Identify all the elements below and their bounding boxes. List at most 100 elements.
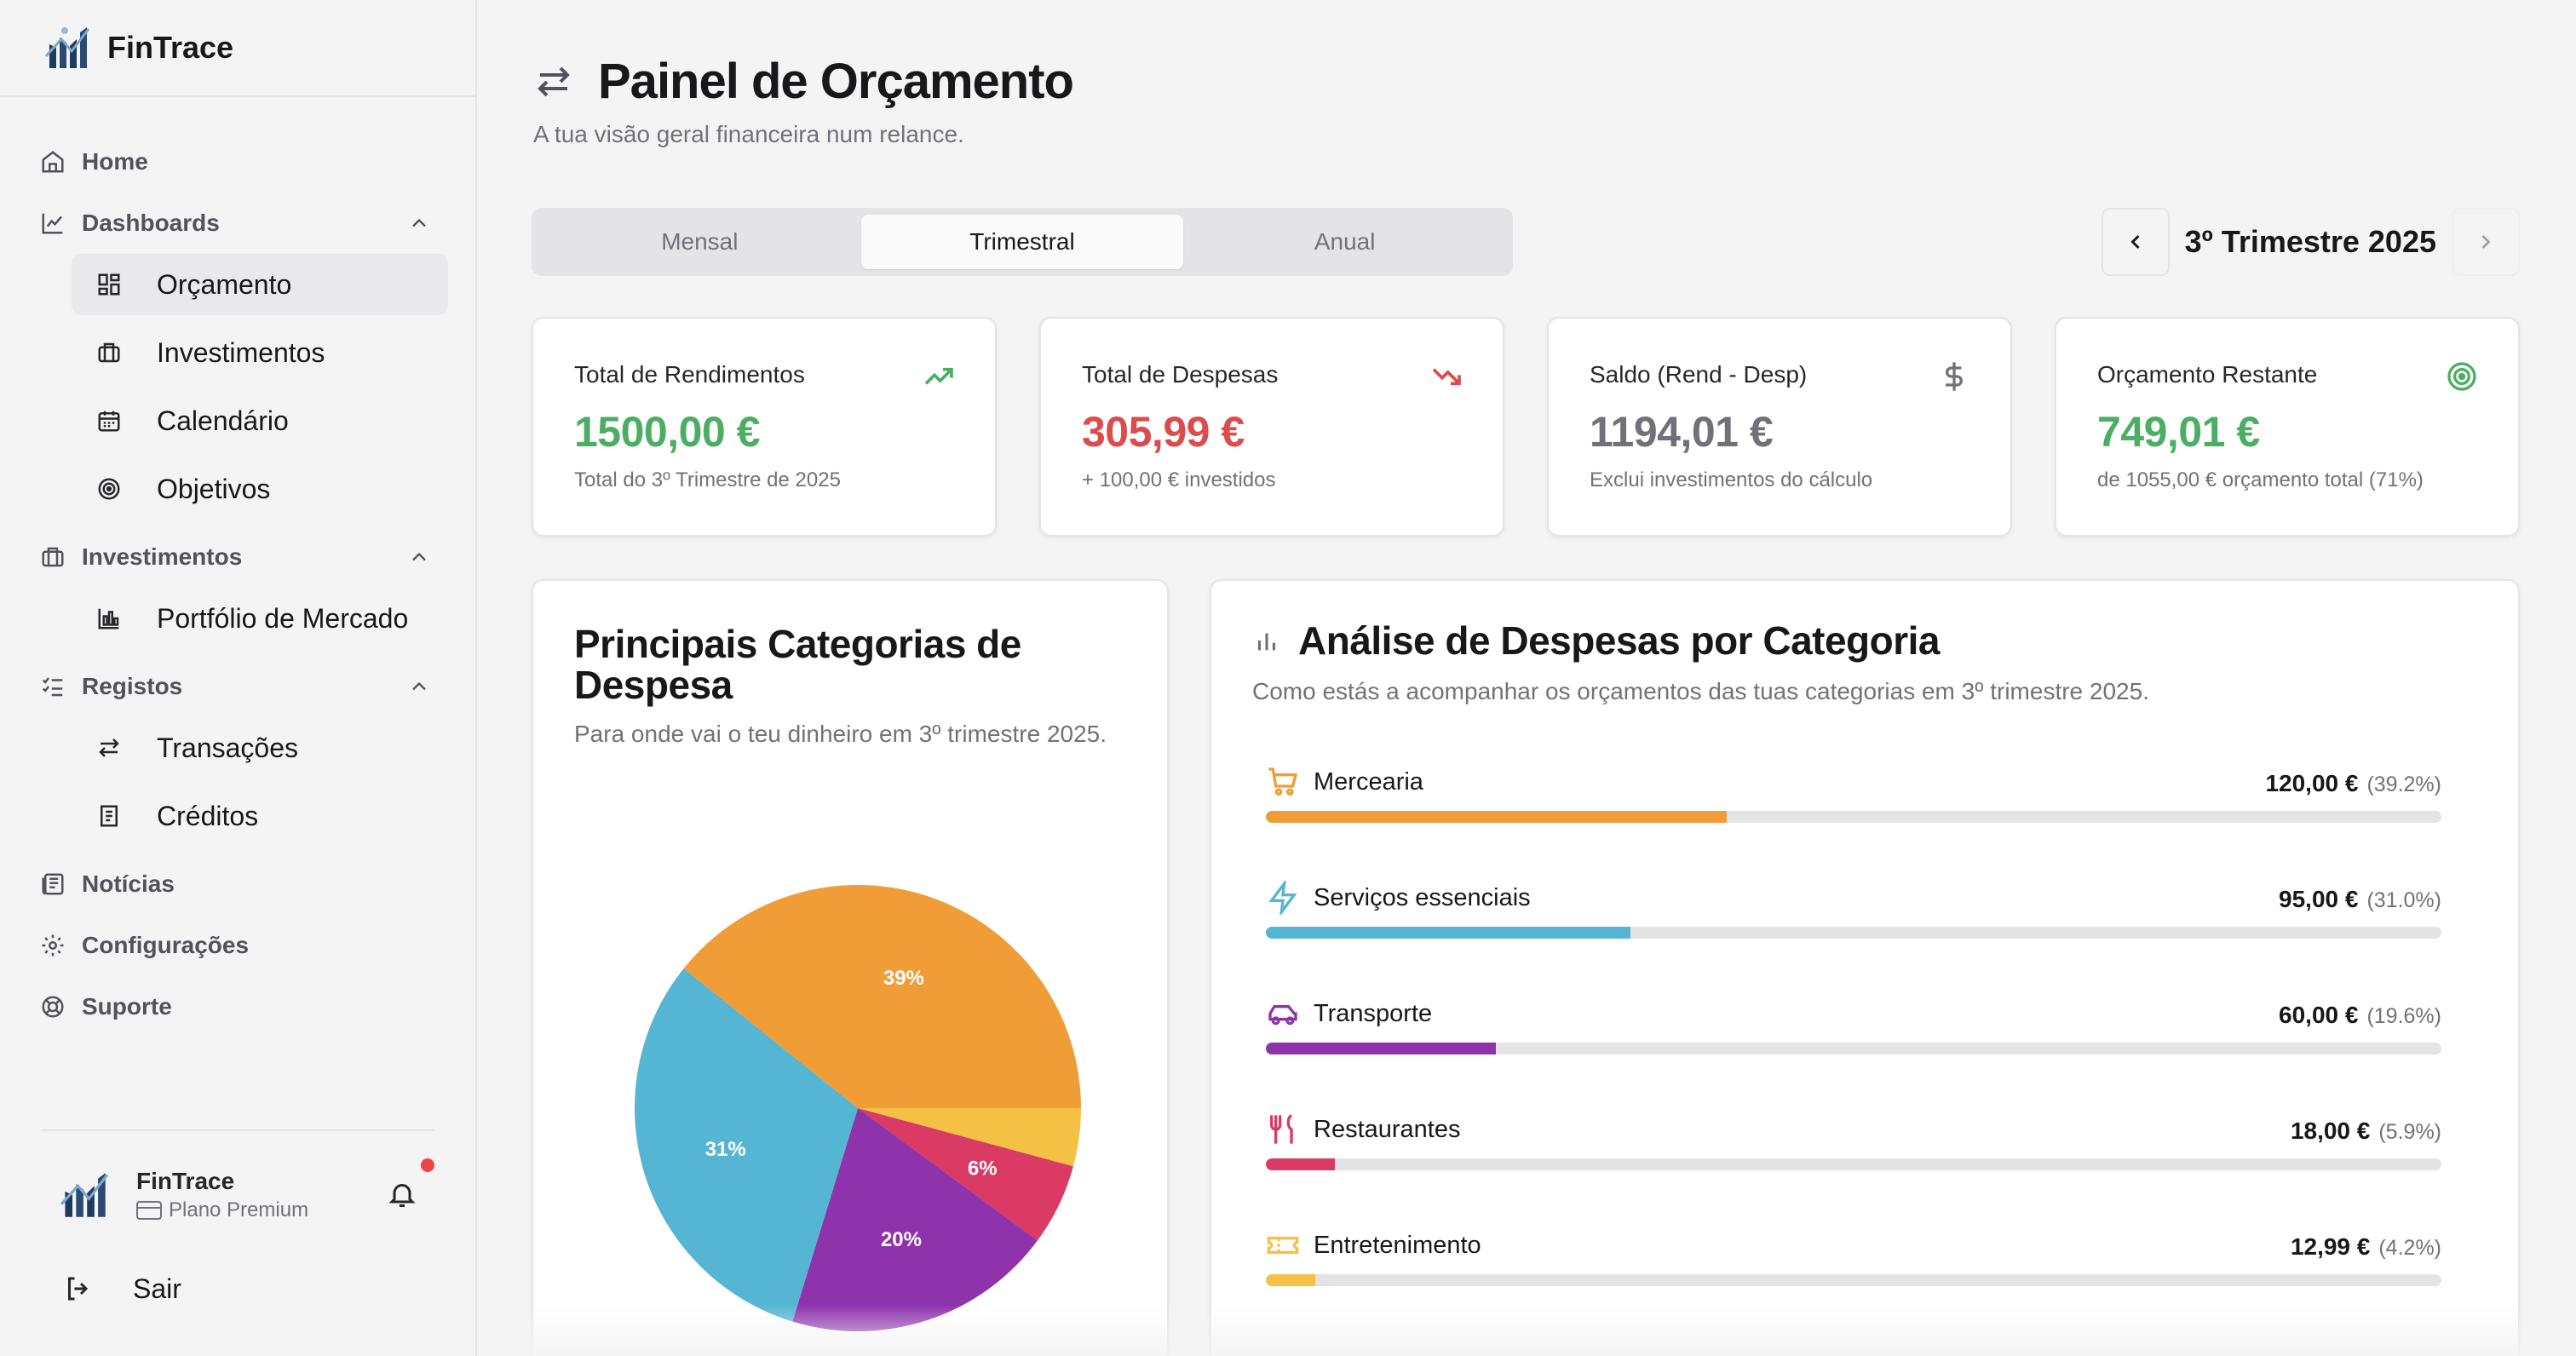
logout-button[interactable]: Sair xyxy=(41,1259,434,1319)
sidebar-item-calendario[interactable]: Calendário xyxy=(72,390,448,451)
tab-mensal[interactable]: Mensal xyxy=(661,228,739,255)
sidebar-item-label: Objetivos xyxy=(157,473,271,504)
logout-label: Sair xyxy=(133,1273,181,1304)
chevron-right-icon xyxy=(2481,234,2491,250)
category-name: Serviços essenciais xyxy=(1314,884,1531,911)
category-name: Restaurantes xyxy=(1314,1116,1461,1143)
pie-slice-mercearia[interactable] xyxy=(683,885,1081,1108)
gear-icon xyxy=(39,932,66,959)
kpi-footnote: + 100,00 € investidos xyxy=(1082,468,1276,491)
category-progress-track xyxy=(1266,811,2441,823)
category-row-restaurantes: Restaurantes 18,00 € (5.9%) xyxy=(1266,1112,2441,1172)
bar-chart-icon xyxy=(1257,633,1276,651)
bottom-fade xyxy=(477,1305,2576,1356)
category-progress-fill xyxy=(1266,1274,1315,1286)
sidebar-group-investimentos[interactable]: Investimentos xyxy=(0,526,475,588)
pie-slice-entretenimento[interactable] xyxy=(858,1108,1081,1167)
credit-card-icon xyxy=(136,1201,162,1220)
sidebar-group-registos[interactable]: Registos xyxy=(0,656,475,717)
sidebar-item-label: Orçamento xyxy=(157,268,292,300)
kpi-label: Orçamento Restante xyxy=(2097,361,2318,388)
life-buoy-icon xyxy=(39,993,66,1020)
calendar-icon xyxy=(95,407,123,434)
category-name: Entretenimento xyxy=(1314,1232,1481,1259)
brand[interactable]: FinTrace xyxy=(0,0,475,97)
bar-chart-icon xyxy=(95,605,123,632)
chevron-up-icon[interactable] xyxy=(407,675,431,698)
sidebar-item-suporte[interactable]: Suporte xyxy=(0,976,475,1037)
sidebar-item-portfolio[interactable]: Portfólio de Mercado xyxy=(72,588,448,649)
category-progress-fill xyxy=(1266,811,1727,823)
category-amount: 120,00 € (39.2%) xyxy=(2265,770,2441,796)
category-progress-track xyxy=(1266,1158,2441,1170)
category-row-entretenimento: Entretenimento 12,99 € (4.2%) xyxy=(1266,1228,2441,1288)
kpi-footnote: Total do 3º Trimestre de 2025 xyxy=(574,468,841,491)
kpi-label: Saldo (Rend - Desp) xyxy=(1590,361,1808,388)
sidebar-item-objetivos[interactable]: Objetivos xyxy=(72,458,448,520)
home-icon xyxy=(39,148,66,175)
sidebar-group-dashboards[interactable]: Dashboards xyxy=(0,192,475,254)
kpi-cards: Total de Rendimentos 1500,00 € Total do … xyxy=(532,317,2520,537)
sidebar-group-label: Investimentos xyxy=(82,543,243,570)
sidebar-item-home[interactable]: Home xyxy=(0,131,475,192)
sidebar-item-label: Créditos xyxy=(157,800,259,831)
chevron-up-icon[interactable] xyxy=(407,545,431,569)
panel-title: Principais Categorias de Despesa xyxy=(574,622,1021,707)
main-content: Painel de Orçamento A tua visão geral fi… xyxy=(477,0,2576,1356)
page-subtitle: A tua visão geral financeira num relance… xyxy=(533,121,964,147)
kpi-value: 749,01 € xyxy=(2097,408,2260,456)
bell-icon[interactable] xyxy=(387,1177,417,1211)
sidebar-item-label: Investimentos xyxy=(157,336,325,368)
pie-slice-restaurantes[interactable] xyxy=(858,1108,1073,1241)
kpi-label: Total de Despesas xyxy=(1082,361,1279,388)
category-progress-fill xyxy=(1266,927,1630,939)
user-profile[interactable]: FinTrace Plano Premium xyxy=(41,1131,434,1259)
sidebar-item-orcamento[interactable]: Orçamento xyxy=(72,254,448,315)
category-progress-fill xyxy=(1266,1158,1336,1170)
sidebar-item-label: Suporte xyxy=(82,993,172,1020)
tab-anual[interactable]: Anual xyxy=(1314,228,1376,255)
category-row-transporte: Transporte 60,00 € (19.6%) xyxy=(1266,997,2441,1056)
pie-slice-transporte[interactable] xyxy=(792,1108,1038,1331)
next-period-button[interactable] xyxy=(2452,208,2520,276)
page-header: Painel de Orçamento xyxy=(533,53,1074,110)
tab-trimestral[interactable]: Trimestral xyxy=(860,215,1184,269)
logout-icon xyxy=(68,1277,89,1301)
period-navigator: 3º Trimestre 2025 xyxy=(2101,208,2520,276)
panel-description: Como estás a acompanhar os orçamentos da… xyxy=(1252,678,2149,704)
sidebar-item-label: Calendário xyxy=(157,405,289,436)
previous-period-button[interactable] xyxy=(2101,208,2170,276)
pie-slice-label: 20% xyxy=(881,1228,922,1251)
briefcase-icon xyxy=(39,543,66,571)
sidebar-item-creditos[interactable]: Créditos xyxy=(72,785,448,847)
sidebar-item-noticias[interactable]: Notícias xyxy=(0,853,475,915)
pie-slice-serviços-essenciais[interactable] xyxy=(635,968,858,1322)
arrows-left-right-icon xyxy=(538,66,570,96)
utensils-icon xyxy=(1270,1113,1293,1144)
sidebar-footer: FinTrace Plano Premium Sair xyxy=(41,1129,434,1319)
arrows-left-right-icon xyxy=(95,734,123,761)
kpi-value: 305,99 € xyxy=(1082,408,1245,456)
ticket-icon xyxy=(1267,1237,1299,1254)
category-row-mercearia: Mercearia 120,00 € (39.2%) xyxy=(1266,765,2441,825)
category-amount: 95,00 € (31.0%) xyxy=(2279,886,2441,912)
sidebar-item-transacoes[interactable]: Transações xyxy=(72,717,448,779)
pie-slice-label: 39% xyxy=(883,967,924,990)
newspaper-icon xyxy=(39,870,66,898)
briefcase-icon xyxy=(95,339,123,366)
kpi-label: Total de Rendimentos xyxy=(574,361,805,388)
chevron-up-icon[interactable] xyxy=(407,211,431,235)
category-analysis-panel: Análise de Despesas por Categoria Como e… xyxy=(1210,579,2520,1356)
pie-chart: 6% 20% 31% 39% xyxy=(632,882,1084,1334)
sidebar-item-investimentos[interactable]: Investimentos xyxy=(72,322,448,383)
sidebar-item-configuracoes[interactable]: Configurações xyxy=(0,915,475,976)
kpi-value: 1194,01 € xyxy=(1590,408,1774,456)
period-label: 3º Trimestre 2025 xyxy=(2184,224,2436,259)
kpi-card-orcamento-restante: Orçamento Restante 749,01 € de 1055,00 €… xyxy=(2055,317,2520,537)
fintrace-logo-icon xyxy=(44,27,90,68)
trending-down-icon xyxy=(1432,368,1461,386)
cart-icon xyxy=(1268,767,1298,796)
line-chart-icon xyxy=(39,210,66,237)
car-icon xyxy=(1268,1005,1297,1026)
user-name: FinTrace xyxy=(136,1168,235,1194)
